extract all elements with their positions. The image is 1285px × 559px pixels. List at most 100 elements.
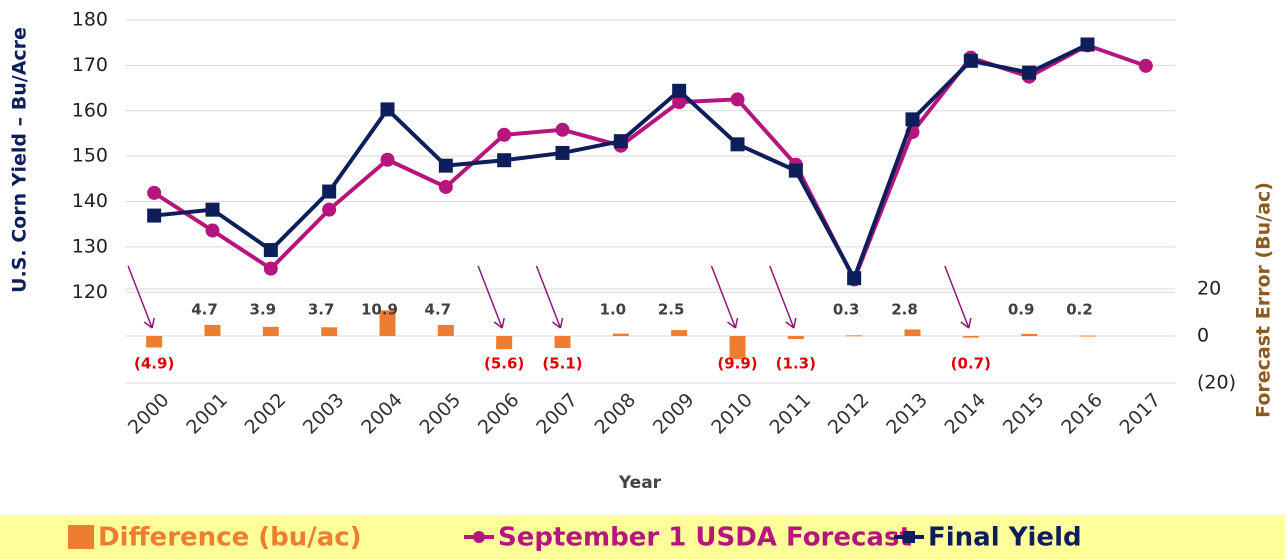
- point: [730, 137, 745, 152]
- point: [205, 223, 220, 238]
- legend-swatch: [68, 525, 94, 549]
- point: [555, 122, 570, 137]
- bar-value-label: 3.7: [308, 301, 335, 319]
- x-tick-label: 2015: [999, 389, 1049, 439]
- legend-label: Final Yield: [928, 523, 1082, 553]
- bar: [729, 336, 746, 360]
- bar-value-label: (5.6): [484, 355, 524, 373]
- bar-value-label: 0.3: [833, 301, 860, 319]
- x-tick-label: 2002: [241, 389, 291, 439]
- y-tick-label: 180: [72, 9, 108, 31]
- y-tick-label: 140: [72, 190, 108, 212]
- x-tick-label: 2016: [1057, 389, 1107, 439]
- y2-tick-label: 0: [1197, 325, 1209, 347]
- bar: [671, 330, 688, 336]
- y-tick-label: 150: [72, 145, 108, 167]
- bar-value-label: 0.2: [1066, 301, 1093, 319]
- y-tick-label: 120: [72, 281, 108, 303]
- bar-value-label: 4.7: [425, 301, 452, 319]
- arrow: [535, 265, 564, 329]
- bar-value-label: (4.9): [134, 355, 174, 373]
- bar-value-label: 2.8: [891, 301, 918, 319]
- bar: [1021, 333, 1038, 336]
- y2-tick-label: (20): [1197, 372, 1236, 394]
- x-tick-label: 2012: [824, 389, 874, 439]
- bar: [379, 310, 396, 336]
- x-tick-label: 2009: [649, 389, 699, 439]
- x-tick-label: 2017: [1116, 389, 1166, 439]
- legend-label: September 1 USDA Forecast: [498, 523, 912, 553]
- bar: [904, 329, 921, 336]
- bar: [787, 336, 804, 340]
- bar-value-label: 4.7: [191, 301, 218, 319]
- point: [497, 153, 512, 168]
- x-tick-label: 2014: [941, 389, 991, 439]
- y-tick-label: 160: [72, 99, 108, 121]
- bar-value-label: 10.9: [361, 301, 398, 319]
- bar: [612, 333, 629, 336]
- point: [147, 185, 162, 200]
- x-tick-label: 2010: [707, 389, 757, 439]
- arrow: [944, 265, 972, 329]
- x-tick-label: 2003: [299, 389, 349, 439]
- bar: [554, 336, 571, 348]
- x-tick-label: 2013: [882, 389, 932, 439]
- point: [555, 145, 570, 160]
- y-axis-title: U.S. Corn Yield – Bu/Acre: [9, 27, 31, 293]
- point: [263, 261, 278, 276]
- point: [1022, 65, 1037, 80]
- y-tick-label: 130: [72, 235, 108, 257]
- point: [205, 202, 220, 217]
- point: [1080, 37, 1095, 52]
- x-tick-label: 2007: [532, 389, 582, 439]
- legend-background: [0, 515, 1285, 559]
- bar: [846, 335, 863, 337]
- bar: [204, 324, 221, 336]
- point: [497, 127, 512, 142]
- arrow: [477, 265, 505, 329]
- x-tick-label: 2005: [416, 389, 466, 439]
- point: [438, 179, 453, 194]
- point: [963, 53, 978, 68]
- bar: [262, 326, 279, 336]
- bar: [962, 336, 979, 338]
- point: [380, 152, 395, 167]
- point: [730, 92, 745, 107]
- x-tick-label: 2000: [124, 389, 174, 439]
- point: [322, 202, 337, 217]
- x-tick-label: 2006: [474, 389, 524, 439]
- x-tick-label: 2008: [591, 389, 641, 439]
- x-tick-label: 2004: [357, 389, 407, 439]
- point: [672, 95, 687, 110]
- point: [147, 208, 162, 223]
- arrow: [769, 265, 797, 329]
- bar-value-label: 3.9: [250, 301, 277, 319]
- bar: [321, 327, 338, 336]
- y2-tick-label: 20: [1197, 278, 1221, 300]
- point: [322, 184, 337, 199]
- bar-value-label: (5.1): [542, 355, 582, 373]
- y-tick-label: 170: [72, 54, 108, 76]
- bar: [496, 336, 513, 350]
- x-tick-label: 2011: [766, 389, 816, 439]
- arrow: [710, 265, 739, 329]
- bar-value-label: (0.7): [951, 355, 991, 373]
- point: [1138, 58, 1153, 73]
- legend-swatch: [903, 531, 915, 543]
- point: [672, 83, 687, 98]
- bar-value-label: 0.9: [1008, 301, 1035, 319]
- bar-value-label: 2.5: [658, 301, 685, 319]
- x-tick-label: 2001: [182, 389, 232, 439]
- point: [380, 102, 395, 117]
- legend-label: Difference (bu/ac): [98, 523, 362, 553]
- point: [847, 271, 862, 286]
- bar-value-label: (1.3): [776, 355, 816, 373]
- x-axis-title: Year: [618, 473, 662, 493]
- bar-value-label: 1.0: [600, 301, 627, 319]
- point: [788, 163, 803, 178]
- point: [438, 158, 453, 173]
- point: [263, 243, 278, 258]
- point: [613, 134, 628, 149]
- point: [905, 112, 920, 127]
